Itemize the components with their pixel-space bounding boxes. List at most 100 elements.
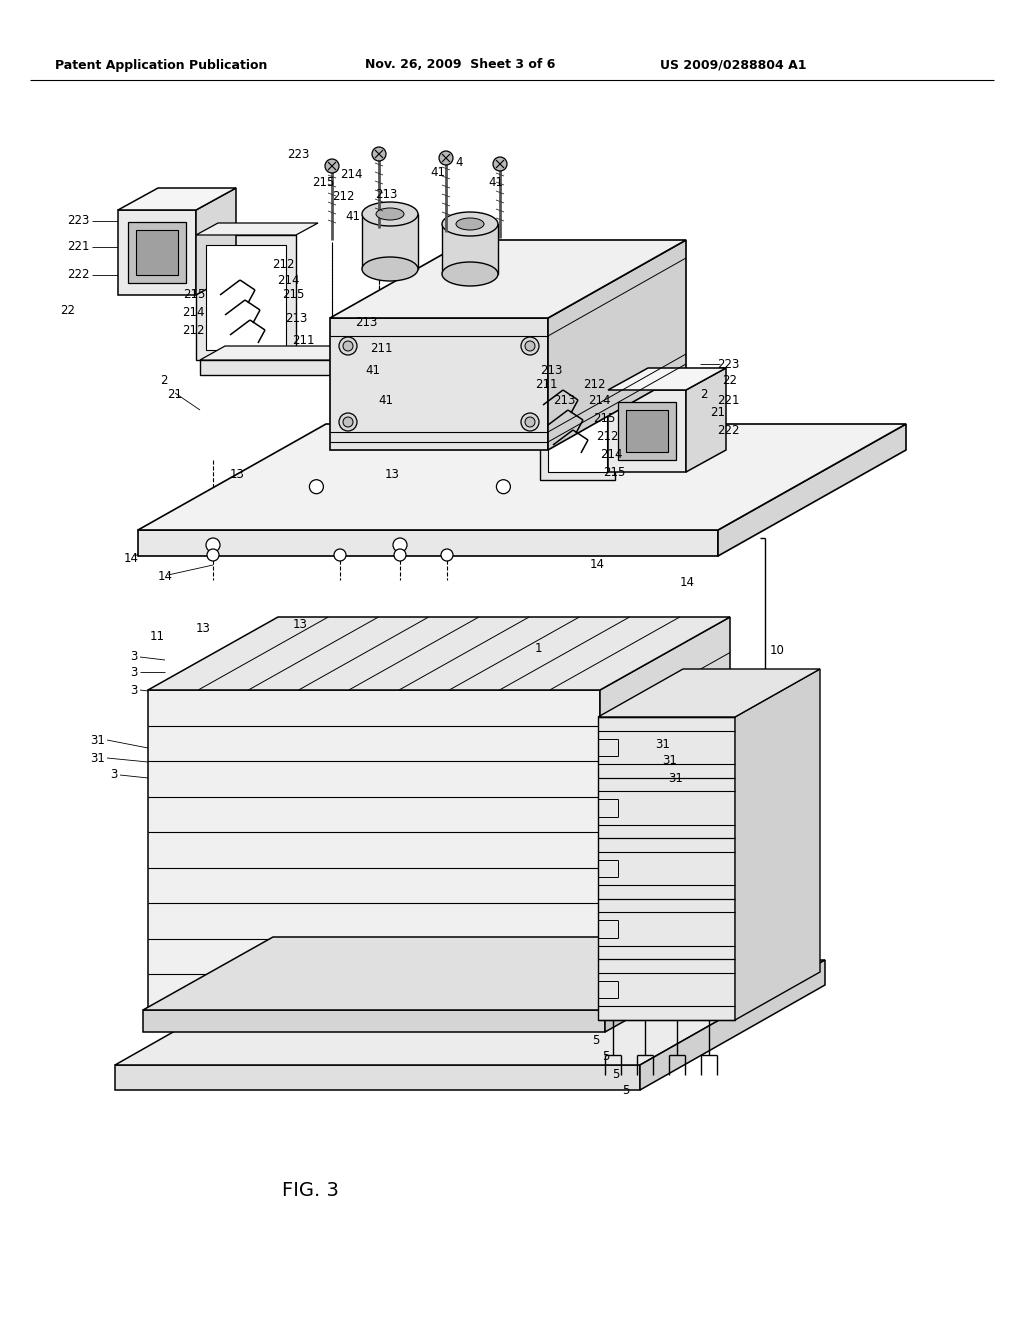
Text: 214: 214	[588, 393, 610, 407]
Ellipse shape	[442, 261, 498, 286]
Polygon shape	[540, 368, 637, 380]
Text: 21: 21	[710, 405, 725, 418]
Polygon shape	[330, 318, 548, 450]
Circle shape	[343, 417, 353, 426]
Polygon shape	[143, 937, 735, 1010]
Ellipse shape	[362, 257, 418, 281]
Polygon shape	[196, 235, 296, 360]
Text: 41: 41	[378, 393, 393, 407]
Polygon shape	[138, 531, 718, 556]
Circle shape	[339, 413, 357, 432]
Text: 3: 3	[131, 651, 138, 664]
Text: 211: 211	[292, 334, 314, 346]
Text: 21: 21	[167, 388, 182, 401]
Text: 13: 13	[385, 469, 400, 482]
Text: 41: 41	[488, 177, 503, 190]
Text: 213: 213	[375, 189, 397, 202]
Polygon shape	[618, 403, 676, 459]
Polygon shape	[148, 690, 600, 1010]
Text: 211: 211	[535, 379, 557, 392]
Polygon shape	[196, 187, 236, 294]
Polygon shape	[196, 223, 318, 235]
Circle shape	[393, 539, 407, 552]
Text: 13: 13	[230, 469, 245, 482]
Polygon shape	[362, 214, 418, 269]
Polygon shape	[115, 960, 825, 1065]
Circle shape	[521, 413, 539, 432]
Circle shape	[439, 150, 453, 165]
Polygon shape	[548, 388, 607, 473]
Circle shape	[339, 337, 357, 355]
Text: 215: 215	[182, 288, 205, 301]
Text: 223: 223	[718, 358, 740, 371]
Circle shape	[493, 157, 507, 172]
Text: 213: 213	[553, 393, 575, 407]
Polygon shape	[605, 937, 735, 1032]
Circle shape	[521, 337, 539, 355]
Circle shape	[325, 158, 339, 173]
Text: 222: 222	[718, 424, 740, 437]
Text: 212: 212	[583, 379, 605, 392]
Polygon shape	[600, 616, 730, 1010]
Polygon shape	[148, 616, 730, 690]
Text: 41: 41	[430, 165, 445, 178]
Ellipse shape	[376, 209, 404, 220]
Polygon shape	[640, 960, 825, 1090]
Polygon shape	[735, 669, 820, 1020]
Text: 22: 22	[722, 374, 737, 387]
Polygon shape	[118, 210, 196, 294]
Text: 14: 14	[590, 558, 605, 572]
Text: 14: 14	[680, 577, 695, 590]
Text: 5: 5	[592, 1034, 599, 1047]
Text: 31: 31	[655, 738, 670, 751]
Text: 2: 2	[161, 374, 168, 387]
Text: 41: 41	[345, 210, 360, 223]
Polygon shape	[143, 1010, 605, 1032]
Polygon shape	[118, 187, 236, 210]
Polygon shape	[598, 717, 735, 1020]
Text: 14: 14	[158, 570, 173, 583]
Circle shape	[441, 549, 453, 561]
Polygon shape	[115, 1065, 640, 1090]
Text: 212: 212	[272, 259, 295, 272]
Circle shape	[206, 539, 220, 552]
Text: 213: 213	[540, 363, 562, 376]
Text: 22: 22	[60, 304, 75, 317]
Text: 31: 31	[668, 771, 683, 784]
Text: 5: 5	[602, 1051, 609, 1064]
Text: 212: 212	[182, 323, 205, 337]
Circle shape	[525, 341, 535, 351]
Text: 223: 223	[287, 149, 309, 161]
Polygon shape	[686, 368, 726, 473]
Circle shape	[343, 341, 353, 351]
Text: Patent Application Publication: Patent Application Publication	[55, 58, 267, 71]
Text: US 2009/0288804 A1: US 2009/0288804 A1	[660, 58, 807, 71]
Text: 14: 14	[124, 552, 139, 565]
Text: 3: 3	[131, 684, 138, 697]
Polygon shape	[540, 380, 615, 480]
Text: 221: 221	[68, 240, 90, 253]
Text: 13: 13	[196, 623, 211, 635]
Text: 31: 31	[662, 754, 677, 767]
Circle shape	[497, 479, 510, 494]
Text: 215: 215	[282, 289, 304, 301]
Polygon shape	[608, 389, 686, 473]
Polygon shape	[136, 230, 178, 275]
Polygon shape	[548, 240, 686, 450]
Ellipse shape	[362, 202, 418, 226]
Text: 41: 41	[365, 363, 380, 376]
Polygon shape	[206, 246, 286, 350]
Polygon shape	[718, 424, 906, 556]
Text: 214: 214	[278, 273, 299, 286]
Text: 1: 1	[535, 642, 543, 655]
Text: 214: 214	[340, 169, 362, 181]
Circle shape	[334, 549, 346, 561]
Text: 212: 212	[596, 429, 618, 442]
Text: 214: 214	[600, 447, 623, 461]
Ellipse shape	[456, 218, 484, 230]
Text: 223: 223	[68, 214, 90, 227]
Text: 2: 2	[700, 388, 708, 401]
Text: 5: 5	[622, 1084, 630, 1097]
Text: 3: 3	[111, 768, 118, 781]
Text: Nov. 26, 2009  Sheet 3 of 6: Nov. 26, 2009 Sheet 3 of 6	[365, 58, 555, 71]
